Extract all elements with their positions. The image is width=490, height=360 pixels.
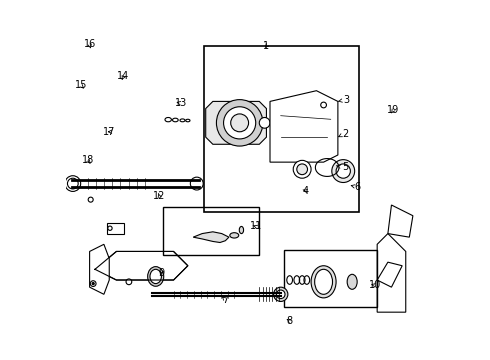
Bar bbox=[284, 249, 377, 307]
Ellipse shape bbox=[347, 274, 357, 289]
Circle shape bbox=[223, 107, 256, 139]
Circle shape bbox=[108, 226, 112, 230]
Ellipse shape bbox=[230, 233, 239, 238]
Text: 6: 6 bbox=[351, 182, 361, 192]
Circle shape bbox=[259, 117, 270, 128]
Text: 12: 12 bbox=[153, 191, 166, 201]
Ellipse shape bbox=[150, 269, 161, 284]
Polygon shape bbox=[90, 244, 109, 294]
Circle shape bbox=[336, 164, 350, 178]
Text: 1: 1 bbox=[263, 41, 270, 51]
Circle shape bbox=[297, 164, 308, 175]
Circle shape bbox=[92, 283, 94, 285]
Circle shape bbox=[190, 177, 203, 190]
Text: 9: 9 bbox=[158, 268, 164, 278]
Text: 17: 17 bbox=[103, 127, 116, 137]
Circle shape bbox=[68, 178, 78, 189]
Text: 4: 4 bbox=[303, 186, 309, 196]
Bar bbox=[163, 207, 259, 255]
Text: 8: 8 bbox=[287, 316, 293, 326]
Text: 7: 7 bbox=[222, 295, 228, 305]
Circle shape bbox=[321, 102, 326, 108]
Ellipse shape bbox=[311, 266, 336, 298]
Circle shape bbox=[273, 287, 288, 301]
Text: 3: 3 bbox=[338, 95, 350, 105]
Circle shape bbox=[293, 160, 311, 178]
Ellipse shape bbox=[239, 226, 244, 234]
Text: 19: 19 bbox=[387, 105, 399, 115]
Text: 5: 5 bbox=[336, 162, 348, 172]
Circle shape bbox=[65, 176, 81, 192]
Text: 13: 13 bbox=[174, 98, 187, 108]
Polygon shape bbox=[206, 102, 267, 144]
Bar bbox=[204, 46, 359, 212]
Polygon shape bbox=[270, 91, 338, 162]
Ellipse shape bbox=[315, 269, 333, 294]
Text: 16: 16 bbox=[83, 39, 96, 49]
Text: 11: 11 bbox=[249, 221, 262, 231]
Polygon shape bbox=[377, 234, 406, 312]
Circle shape bbox=[217, 100, 263, 146]
Text: 18: 18 bbox=[82, 156, 94, 165]
Circle shape bbox=[88, 197, 93, 202]
Polygon shape bbox=[377, 262, 402, 287]
Polygon shape bbox=[107, 223, 123, 234]
Circle shape bbox=[332, 159, 355, 183]
Circle shape bbox=[231, 114, 248, 132]
Text: 14: 14 bbox=[118, 71, 130, 81]
Text: 2: 2 bbox=[339, 129, 348, 139]
Polygon shape bbox=[193, 232, 229, 243]
Ellipse shape bbox=[147, 267, 164, 286]
Circle shape bbox=[276, 290, 285, 298]
Text: 10: 10 bbox=[369, 280, 382, 291]
Polygon shape bbox=[388, 205, 413, 237]
Circle shape bbox=[90, 281, 96, 287]
Polygon shape bbox=[95, 251, 188, 280]
Circle shape bbox=[126, 279, 132, 285]
Text: 15: 15 bbox=[74, 80, 87, 90]
